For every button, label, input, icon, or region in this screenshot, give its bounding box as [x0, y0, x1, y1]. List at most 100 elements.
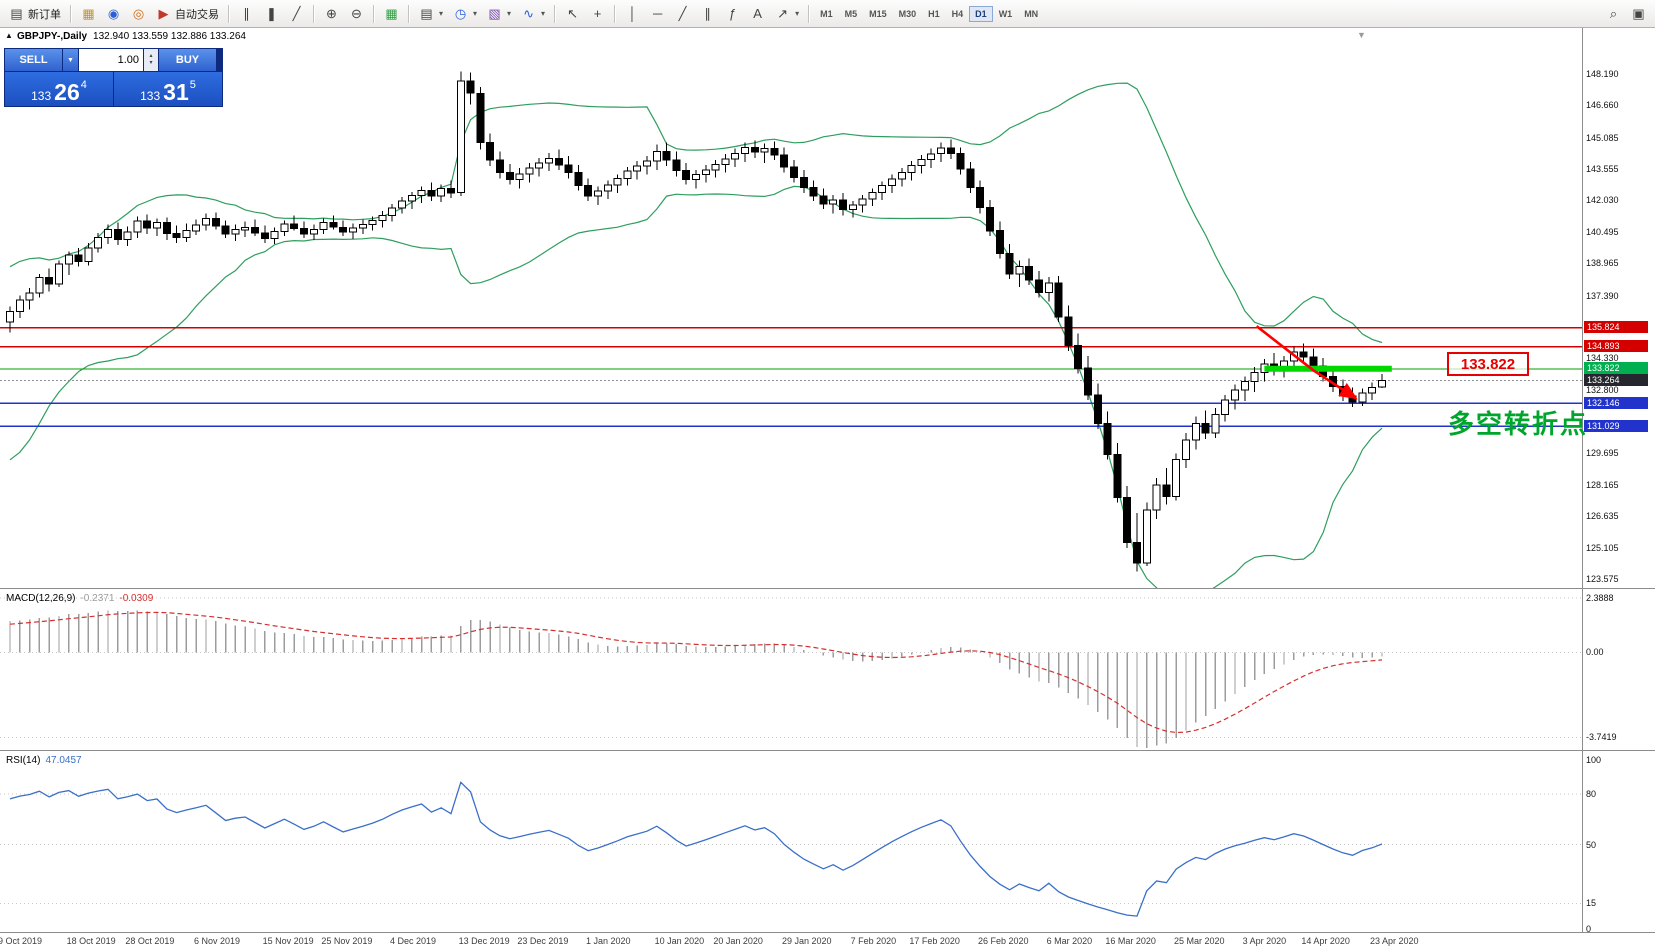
candle-body: [672, 159, 681, 172]
bollinger-lower-band: [9, 185, 1383, 588]
candle-body: [623, 170, 632, 179]
fibonacci-icon: ƒ: [728, 6, 737, 21]
profiles-button[interactable]: ▦: [77, 3, 100, 25]
volume-stepper[interactable]: ▴ ▾: [144, 49, 158, 71]
bar-chart-button[interactable]: ∥: [235, 3, 258, 25]
candle-body: [819, 195, 828, 205]
candle-body: [153, 222, 161, 229]
candle-body: [300, 228, 308, 235]
buy-button[interactable]: BUY: [159, 49, 216, 71]
candle-body: [1240, 381, 1249, 391]
period-button[interactable]: ◷ ▾: [449, 3, 481, 25]
candle-body: [25, 292, 34, 301]
sell-price[interactable]: 133 26 4: [5, 72, 113, 106]
candle-body: [378, 214, 387, 221]
cursor-button[interactable]: ↖: [561, 3, 584, 25]
chevron-down-icon: ▾: [541, 9, 546, 18]
indicators-button[interactable]: ∿ ▾: [517, 3, 549, 25]
timeframe-h4-button[interactable]: H4: [946, 6, 970, 22]
bollinger-upper-band: [9, 82, 1383, 344]
candlestick-chart-button[interactable]: ❚: [260, 3, 283, 25]
community-button[interactable]: ◎: [127, 3, 150, 25]
timeframe-h1-button[interactable]: H1: [922, 6, 946, 22]
vertical-line-button[interactable]: │: [621, 3, 644, 25]
tile-windows-button[interactable]: ▦: [380, 3, 403, 25]
search-button[interactable]: ⌕: [1602, 3, 1625, 25]
volume-input[interactable]: [79, 49, 143, 71]
candle-body: [584, 185, 593, 197]
stepper-down-icon[interactable]: ▾: [149, 60, 153, 66]
horizontal-line-button[interactable]: ─: [646, 3, 669, 25]
panel-divider[interactable]: [0, 588, 1655, 589]
chart-shift-marker[interactable]: ▼: [1357, 30, 1366, 40]
candle-body: [1084, 367, 1092, 396]
buy-price-main: 133: [140, 89, 161, 103]
timeframe-m15-button[interactable]: M15: [863, 6, 893, 22]
new-order-button[interactable]: ▤ 新订单: [5, 3, 65, 25]
panel-divider[interactable]: [0, 750, 1655, 751]
text-tool-button[interactable]: A: [746, 3, 769, 25]
date-axis[interactable]: 9 Oct 2019 18 Oct 2019 28 Oct 2019 6 Nov 20…: [0, 933, 1583, 950]
crosshair-button[interactable]: +: [586, 3, 609, 25]
candle-body: [123, 231, 132, 241]
one-click-panel-toggle[interactable]: ▲: [5, 31, 13, 40]
macd-chart-canvas[interactable]: [0, 590, 1583, 750]
candle-body: [437, 188, 446, 197]
auto-trading-button[interactable]: ▶ 自动交易: [152, 3, 223, 25]
auto-trading-icon: ▶: [158, 6, 169, 21]
line-chart-button[interactable]: ╱: [285, 3, 308, 25]
price-axis[interactable]: 148.190 146.660 145.085 143.555 142.030 140.4…: [1583, 0, 1655, 950]
candle-body: [829, 199, 838, 205]
chevron-down-icon: ▾: [473, 9, 478, 18]
candle-body: [652, 150, 661, 162]
candle-body: [780, 154, 789, 168]
arrows-tool-button[interactable]: ↗ ▾: [771, 3, 803, 25]
rsi-chart-canvas[interactable]: [0, 752, 1583, 932]
candle-body: [231, 229, 240, 235]
timeframe-m1-button[interactable]: M1: [814, 6, 839, 22]
candle-body: [172, 232, 181, 238]
zoom-out-button[interactable]: ⊖: [345, 3, 368, 25]
axis-label: 50: [1586, 839, 1597, 850]
price-chart-canvas[interactable]: [0, 28, 1583, 588]
mql5-button[interactable]: ◉: [102, 3, 125, 25]
search-icon: ⌕: [1609, 6, 1618, 21]
timeframe-m30-button[interactable]: M30: [893, 6, 923, 22]
macd-signal-value: -0.0309: [119, 593, 154, 604]
window-button[interactable]: ▣: [1627, 3, 1650, 25]
channel-button[interactable]: ∥: [696, 3, 719, 25]
price-callout-annotation[interactable]: 133.822: [1447, 352, 1529, 376]
candle-body: [496, 159, 504, 174]
candle-body: [319, 222, 328, 230]
axis-label: 143.555: [1586, 164, 1619, 175]
template-button[interactable]: ▧ ▾: [483, 3, 515, 25]
timeframe-d1-button[interactable]: D1: [969, 5, 993, 22]
sell-button[interactable]: SELL: [5, 49, 62, 71]
new-chart-button[interactable]: ▤ ▾: [415, 3, 447, 25]
chart-ohlc-values: 132.940 133.559 132.886 133.264: [93, 31, 246, 42]
candle-body: [1231, 389, 1239, 401]
candle-body: [1309, 356, 1318, 367]
candle-body: [897, 171, 906, 180]
zoom-in-button[interactable]: ⊕: [320, 3, 343, 25]
candle-body: [1054, 282, 1063, 318]
timeframe-w1-button[interactable]: W1: [993, 6, 1019, 22]
community-icon: ◎: [132, 6, 145, 21]
cursor-icon: ↖: [567, 6, 579, 21]
turning-point-annotation[interactable]: 多空转折点: [1448, 409, 1589, 439]
candle-body: [1074, 345, 1083, 369]
stepper-up-icon[interactable]: ▴: [149, 53, 153, 59]
indicators-icon: ∿: [523, 6, 534, 21]
timeframe-m5-button[interactable]: M5: [839, 6, 864, 22]
candle-body: [1162, 484, 1171, 498]
candle-body: [358, 224, 367, 229]
candle-body: [535, 162, 544, 169]
candle-body: [241, 226, 250, 231]
fibonacci-button[interactable]: ƒ: [721, 3, 744, 25]
buy-price[interactable]: 133 31 5: [114, 72, 222, 106]
volume-dropdown[interactable]: ▼: [63, 49, 78, 71]
trendline-icon: ╱: [678, 6, 687, 21]
red-trend-arrow[interactable]: [1255, 325, 1358, 400]
trendline-button[interactable]: ╱: [671, 3, 694, 25]
timeframe-mn-button[interactable]: MN: [1018, 6, 1044, 22]
